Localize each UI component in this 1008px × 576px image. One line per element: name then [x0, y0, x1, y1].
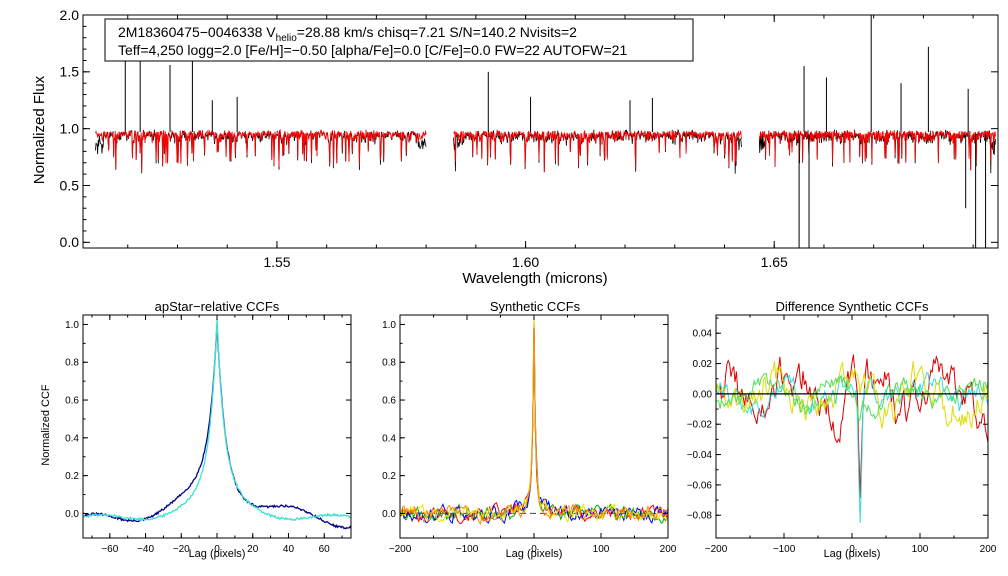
- ccf2-panel: Synthetic CCFs −200 −100 0 100 200 0.0 0.2 0.4 0…: [382, 299, 677, 560]
- spectrum-ytick-label: 2.0: [60, 7, 80, 23]
- ccf1-ytick-label: 0.6: [65, 396, 79, 407]
- ccf2-xtick-label: −200: [389, 544, 412, 555]
- model-spectrum-chip-1: [95, 129, 427, 171]
- spectrum-xtick-label: 1.55: [263, 254, 290, 270]
- ccf3-xlabel: Lag (pixels): [824, 548, 881, 560]
- ccf3-ytick-label: −0.06: [687, 480, 713, 491]
- model-spectrum-chip-3: [758, 129, 996, 171]
- ccf2-xtick-label: 0: [531, 544, 537, 555]
- ccf-visit-1-line: [82, 325, 352, 530]
- spectrum-ytick-label: 0.0: [60, 234, 80, 250]
- ccf1-ytick-label: 0.4: [65, 433, 79, 444]
- observed-spectrum-chip-1: [95, 128, 427, 174]
- ccf1-xtick-label: 20: [247, 544, 259, 555]
- spectrum-xtick-label: 1.60: [512, 254, 539, 270]
- ccf1-xtick-label: 0: [214, 544, 220, 555]
- spectrum-xlabel: Wavelength (microns): [462, 270, 607, 287]
- ccf3-ytick-label: 0.04: [693, 329, 713, 340]
- spectrum-xtick-label: 1.65: [761, 254, 788, 270]
- ccf2-ytick-label: 0.4: [382, 433, 396, 444]
- spectrum-plot-area: [95, 15, 996, 248]
- spectrum-ticks: 1.55 1.60 1.65 0.0 0.5 1.0 1.5 2.0: [60, 7, 998, 270]
- info-box: 2M18360475−0046338 Vhelio=28.88 km/s chi…: [104, 18, 694, 62]
- info-line-1: 2M18360475−0046338 Vhelio=28.88 km/s chi…: [118, 24, 577, 44]
- ccf1-axes-frame: [82, 314, 352, 539]
- ccf1-ylabel: Normalized CCF: [40, 384, 52, 466]
- model-spectrum-chip-2: [453, 129, 743, 173]
- ccf2-plot-area: [399, 316, 669, 526]
- ccf3-xtick-label: 0: [849, 544, 855, 555]
- ccf3-ytick-label: 0.00: [693, 389, 713, 400]
- ccf3-ticks: −200 −100 0 100 200 −0.08 −0.06 −0.04 −0.02 0.00 0…: [687, 315, 997, 555]
- synthetic-5-line: [399, 327, 669, 526]
- spectrum-panel: 1.55 1.60 1.65 0.0 0.5 1.0 1.5 2.0 2M18360475−0…: [31, 7, 999, 287]
- ccf2-ytick-label: 0.2: [382, 471, 396, 482]
- info-line-2: Teff=4,250 logg=2.0 [Fe/H]=−0.50 [alpha/…: [118, 42, 627, 58]
- ccf1-ytick-label: 0.0: [65, 509, 79, 520]
- ccf3-xtick-label: −200: [705, 544, 728, 555]
- info-line-1-suffix: =28.88 km/s chisq=7.21 S/N=140.2 Nvisits…: [297, 24, 577, 40]
- ccf3-xtick-label: −100: [773, 544, 796, 555]
- ccf3-title: Difference Synthetic CCFs: [776, 299, 929, 314]
- ccf3-xtick-label: 100: [912, 544, 929, 555]
- spectrum-axes-frame: [82, 14, 999, 249]
- ccf1-xlabel: Lag (pixels): [189, 548, 246, 560]
- ccf1-title: apStar−relative CCFs: [155, 299, 280, 314]
- info-line-1-subscript: helio: [276, 33, 298, 44]
- info-box-frame: [104, 18, 694, 62]
- difference-1-line: [715, 354, 989, 499]
- ccf2-xlabel: Lag (pixels): [506, 548, 563, 560]
- difference-3-line: [715, 361, 989, 429]
- spectrum-ytick-label: 1.5: [60, 64, 80, 80]
- ccf1-xtick-label: −40: [137, 544, 154, 555]
- ccf3-ytick-label: −0.04: [687, 450, 713, 461]
- spectrum-ylabel: Normalized Flux: [31, 75, 48, 184]
- info-line-1-prefix: 2M18360475−0046338 V: [118, 24, 276, 40]
- ccf1-ytick-label: 0.8: [65, 358, 79, 369]
- ccf1-xtick-label: 60: [319, 544, 331, 555]
- ccf2-ytick-label: 0.6: [382, 396, 396, 407]
- ccf1-panel: apStar−relative CCFs −60 −40 −20 0 20 40 60 0.0…: [40, 299, 352, 560]
- ccf-visit-2-line: [82, 319, 352, 522]
- ccf3-ytick-label: −0.02: [687, 420, 713, 431]
- spectrum-ytick-label: 1.0: [60, 121, 80, 137]
- ccf2-ticks: −200 −100 0 100 200 0.0 0.2 0.4 0.6 0.8 1.0: [382, 315, 677, 555]
- ccf3-ytick-label: −0.08: [687, 511, 713, 522]
- ccf3-plot-area: [715, 354, 989, 524]
- ccf2-ytick-label: 1.0: [382, 320, 396, 331]
- spectrum-ytick-label: 0.5: [60, 177, 80, 193]
- ccf2-xtick-label: −100: [456, 544, 479, 555]
- difference-2-line: [715, 372, 989, 524]
- difference-4-line: [715, 372, 989, 422]
- ccf2-xtick-label: 100: [593, 544, 610, 555]
- ccf1-ticks: −60 −40 −20 0 20 40 60 0.0 0.2 0.4 0.6 0.8 1.0: [65, 315, 351, 555]
- ccf1-ytick-label: 0.2: [65, 471, 79, 482]
- ccf1-xtick-label: −60: [101, 544, 118, 555]
- ccf2-ytick-label: 0.0: [382, 509, 396, 520]
- ccf3-ytick-label: 0.02: [693, 359, 713, 370]
- ccf1-plot-area: [82, 319, 352, 530]
- ccf2-xtick-label: 200: [660, 544, 677, 555]
- ccf3-xtick-label: 200: [980, 544, 997, 555]
- ccf2-ytick-label: 0.8: [382, 358, 396, 369]
- ccf1-ytick-label: 1.0: [65, 320, 79, 331]
- ccf2-title: Synthetic CCFs: [490, 299, 581, 314]
- ccf1-xtick-label: −20: [173, 544, 190, 555]
- ccf1-xtick-label: 40: [283, 544, 295, 555]
- ccf3-panel: Difference Synthetic CCFs −200 −100 0 100 20…: [687, 299, 997, 560]
